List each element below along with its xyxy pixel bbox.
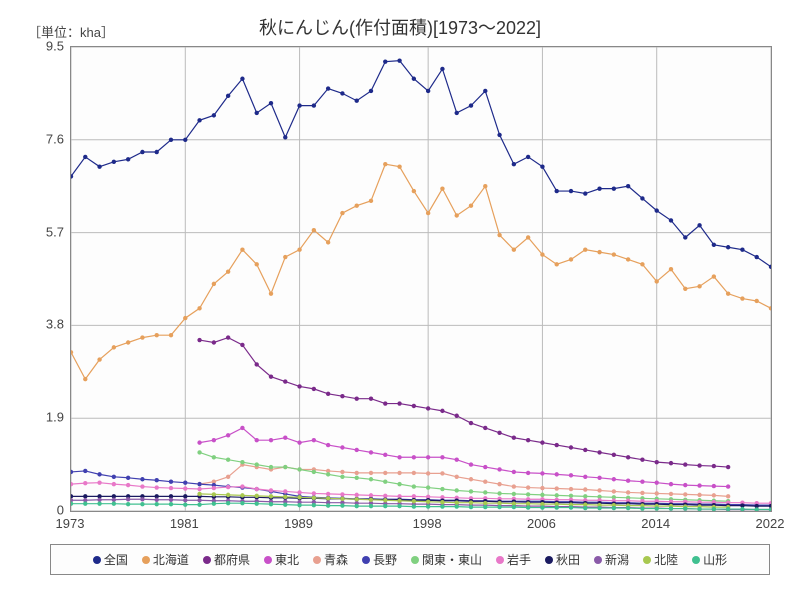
y-tick-label: 7.6: [46, 131, 64, 146]
legend-item: 北陸: [643, 551, 678, 568]
x-tick-label: 2022: [756, 516, 785, 531]
plot-area: [70, 46, 772, 512]
legend-marker: [93, 556, 101, 564]
y-tick-label: 1.9: [46, 410, 64, 425]
legend-item: 岩手: [496, 551, 531, 568]
legend-marker: [692, 556, 700, 564]
x-tick-label: 1973: [56, 516, 85, 531]
legend-item: 青森: [313, 551, 348, 568]
x-tick-label: 2006: [527, 516, 556, 531]
legend-marker: [313, 556, 321, 564]
legend-item: 北海道: [142, 551, 189, 568]
y-tick-label: 5.7: [46, 224, 64, 239]
legend-label: 秋田: [556, 551, 580, 568]
legend-marker: [362, 556, 370, 564]
legend-item: 長野: [362, 551, 397, 568]
legend-marker: [142, 556, 150, 564]
legend-label: 岩手: [507, 551, 531, 568]
x-tick-label: 1998: [413, 516, 442, 531]
legend-label: 東北: [275, 551, 299, 568]
legend-marker: [203, 556, 211, 564]
legend-marker: [545, 556, 553, 564]
legend-label: 長野: [373, 551, 397, 568]
legend-label: 都府県: [214, 551, 250, 568]
legend-item: 東北: [264, 551, 299, 568]
legend-label: 青森: [324, 551, 348, 568]
legend-label: 関東・東山: [422, 551, 482, 568]
legend-item: 新潟: [594, 551, 629, 568]
legend-label: 北海道: [153, 551, 189, 568]
legend: 全国 北海道 都府県 東北 青森 長野 関東・東山 岩手 秋田 新潟 北陸 山形: [50, 544, 770, 575]
legend-marker: [496, 556, 504, 564]
legend-item: 関東・東山: [411, 551, 482, 568]
y-tick-label: 9.5: [46, 39, 64, 54]
x-tick-label: 1989: [284, 516, 313, 531]
legend-label: 北陸: [654, 551, 678, 568]
legend-marker: [264, 556, 272, 564]
x-tick-label: 1981: [170, 516, 199, 531]
legend-item: 山形: [692, 551, 727, 568]
legend-marker: [643, 556, 651, 564]
legend-label: 全国: [104, 551, 128, 568]
y-tick-label: 3.8: [46, 317, 64, 332]
legend-item: 秋田: [545, 551, 580, 568]
legend-marker: [594, 556, 602, 564]
legend-label: 山形: [703, 551, 727, 568]
legend-item: 都府県: [203, 551, 250, 568]
chart-container: ［単位：kha］ 秋にんじん(作付面積)[1973～2022] 01.93.85…: [0, 0, 800, 600]
x-tick-label: 2014: [641, 516, 670, 531]
legend-label: 新潟: [605, 551, 629, 568]
legend-item: 全国: [93, 551, 128, 568]
chart-title: 秋にんじん(作付面積)[1973～2022]: [0, 14, 800, 40]
legend-marker: [411, 556, 419, 564]
